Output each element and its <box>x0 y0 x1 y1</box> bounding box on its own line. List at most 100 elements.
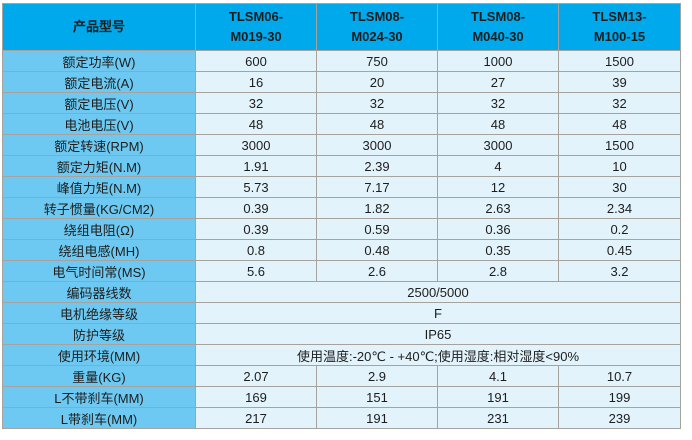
value-cell: 2.34 <box>558 197 681 219</box>
value-cell: 0.45 <box>558 239 681 261</box>
value-cell: 2.8 <box>437 260 559 282</box>
table-row: 额定电流(A) 16 20 27 39 <box>2 71 681 93</box>
value-cell: 2.9 <box>316 365 438 387</box>
table-row: 重量(KG) 2.07 2.9 4.1 10.7 <box>2 365 681 387</box>
value-cell: 0.39 <box>195 197 317 219</box>
value-cell: 16 <box>195 71 317 93</box>
table-row: L带刹车(MM) 217 191 231 239 <box>2 407 681 429</box>
value-cell: 3000 <box>316 134 438 156</box>
value-cell: 10 <box>558 155 681 177</box>
table-row: 转子惯量(KG/CM2) 0.39 1.82 2.63 2.34 <box>2 197 681 219</box>
value-cell: 48 <box>437 113 559 135</box>
value-cell: 217 <box>195 407 317 429</box>
merged-value-cell: 使用温度:-20℃ - +40℃;使用湿度:相对湿度<90% <box>195 344 681 366</box>
table-row: 额定功率(W) 600 750 1000 1500 <box>2 50 681 72</box>
value-cell: 0.48 <box>316 239 438 261</box>
value-cell: 10.7 <box>558 365 681 387</box>
model-name-line1: TLSM13- <box>592 8 647 24</box>
model-name-line1: TLSM08- <box>470 8 526 24</box>
table-row: 编码器线数 2500/5000 <box>2 281 681 303</box>
header-model-3: TLSM08- M040-30 <box>437 3 559 51</box>
value-cell: 32 <box>437 92 559 114</box>
model-name-line2: M040-30 <box>472 29 524 44</box>
value-cell: 4 <box>437 155 559 177</box>
value-cell: 27 <box>437 71 559 93</box>
value-cell: 3000 <box>437 134 559 156</box>
table-row: 额定力矩(N.M) 1.91 2.39 4 10 <box>2 155 681 177</box>
row-label: L带刹车(MM) <box>2 407 196 429</box>
value-cell: 3000 <box>195 134 317 156</box>
value-cell: 32 <box>195 92 317 114</box>
value-cell: 750 <box>316 50 438 72</box>
row-label: 电机绝缘等级 <box>2 302 196 324</box>
value-cell: 1500 <box>558 134 681 156</box>
header-model-4: TLSM13- M100-15 <box>558 3 681 51</box>
value-cell: 48 <box>316 113 438 135</box>
merged-value-cell: IP65 <box>195 323 681 345</box>
value-cell: 191 <box>316 407 438 429</box>
model-name-line2: M019-30 <box>230 29 282 44</box>
row-label: 额定电压(V) <box>2 92 196 114</box>
value-cell: 5.6 <box>195 260 317 282</box>
value-cell: 2.07 <box>195 365 317 387</box>
table-row: 电机绝缘等级 F <box>2 302 681 324</box>
value-cell: 7.17 <box>316 176 438 198</box>
value-cell: 32 <box>316 92 438 114</box>
row-label: 转子惯量(KG/CM2) <box>2 197 196 219</box>
row-label: 额定转速(RPM) <box>2 134 196 156</box>
spec-table-body: 额定功率(W) 600 750 1000 1500 额定电流(A) 16 20 27 39 额定电压… <box>2 50 681 429</box>
value-cell: 600 <box>195 50 317 72</box>
table-row: 电池电压(V) 48 48 48 48 <box>2 113 681 135</box>
value-cell: 1000 <box>437 50 559 72</box>
value-cell: 1.91 <box>195 155 317 177</box>
row-label: 额定力矩(N.M) <box>2 155 196 177</box>
table-row: 峰值力矩(N.M) 5.73 7.17 12 30 <box>2 176 681 198</box>
value-cell: 169 <box>195 386 317 408</box>
table-row: 防护等级 IP65 <box>2 323 681 345</box>
value-cell: 4.1 <box>437 365 559 387</box>
header-row: 产品型号 TLSM06- M019-30 TLSM08- M024-30 TLS… <box>2 3 681 51</box>
merged-value-cell: 2500/5000 <box>195 281 681 303</box>
row-label: 额定电流(A) <box>2 71 196 93</box>
table-row: 额定转速(RPM) 3000 3000 3000 1500 <box>2 134 681 156</box>
table-row: 使用环境(MM) 使用温度:-20℃ - +40℃;使用湿度:相对湿度<90% <box>2 344 681 366</box>
model-name-line2: M024-30 <box>351 29 403 44</box>
row-label: 使用环境(MM) <box>2 344 196 366</box>
value-cell: 2.63 <box>437 197 559 219</box>
value-cell: 0.59 <box>316 218 438 240</box>
value-cell: 2.6 <box>316 260 438 282</box>
row-label: 防护等级 <box>2 323 196 345</box>
table-row: 额定电压(V) 32 32 32 32 <box>2 92 681 114</box>
model-name-line1: TLSM08- <box>349 8 405 24</box>
value-cell: 1.82 <box>316 197 438 219</box>
header-model-2: TLSM08- M024-30 <box>316 3 438 51</box>
value-cell: 48 <box>558 113 681 135</box>
value-cell: 3.2 <box>558 260 681 282</box>
row-label: 绕组电感(MH) <box>2 239 196 261</box>
row-label: L不带刹车(MM) <box>2 386 196 408</box>
table-row: L不带刹车(MM) 169 151 191 199 <box>2 386 681 408</box>
value-cell: 48 <box>195 113 317 135</box>
value-cell: 0.8 <box>195 239 317 261</box>
value-cell: 0.39 <box>195 218 317 240</box>
motor-spec-table: 产品型号 TLSM06- M019-30 TLSM08- M024-30 TLS… <box>2 3 681 429</box>
row-label: 编码器线数 <box>2 281 196 303</box>
table-row: 电气时间常(MS) 5.6 2.6 2.8 3.2 <box>2 260 681 282</box>
value-cell: 1500 <box>558 50 681 72</box>
table-row: 绕组电感(MH) 0.8 0.48 0.35 0.45 <box>2 239 681 261</box>
value-cell: 32 <box>558 92 681 114</box>
value-cell: 20 <box>316 71 438 93</box>
row-label: 峰值力矩(N.M) <box>2 176 196 198</box>
row-label: 重量(KG) <box>2 365 196 387</box>
value-cell: 199 <box>558 386 681 408</box>
value-cell: 0.35 <box>437 239 559 261</box>
row-label: 绕组电阻(Ω) <box>2 218 196 240</box>
value-cell: 12 <box>437 176 559 198</box>
model-name-line2: M100-15 <box>593 29 646 44</box>
value-cell: 2.39 <box>316 155 438 177</box>
value-cell: 191 <box>437 386 559 408</box>
header-product-model: 产品型号 <box>2 3 196 51</box>
value-cell: 5.73 <box>195 176 317 198</box>
value-cell: 239 <box>558 407 681 429</box>
value-cell: 0.36 <box>437 218 559 240</box>
